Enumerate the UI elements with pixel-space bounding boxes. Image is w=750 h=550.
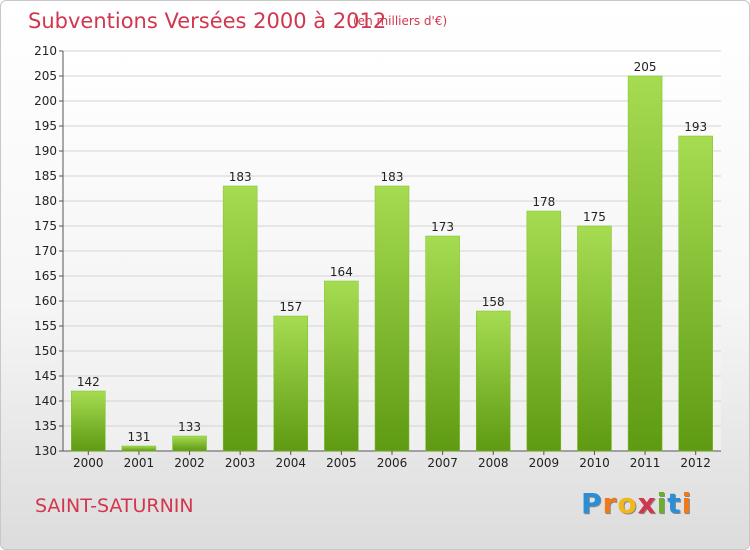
chart-title: Subventions Versées 2000 à 2012	[28, 9, 387, 33]
y-tick-label: 155	[34, 319, 57, 333]
y-tick-label: 150	[34, 344, 57, 358]
bar-value-label: 193	[684, 120, 707, 134]
x-tick-label: 2003	[225, 456, 256, 470]
bar[interactable]	[526, 210, 562, 452]
commune-name: SAINT-SATURNIN	[35, 495, 194, 517]
y-tick-label: 180	[34, 194, 57, 208]
y-tick-label: 175	[34, 219, 57, 233]
x-tick-label: 2009	[529, 456, 560, 470]
bar[interactable]	[475, 310, 511, 452]
y-tick-label: 170	[34, 244, 57, 258]
x-tick-label: 2007	[427, 456, 458, 470]
logo-letter: o	[617, 487, 638, 520]
x-tick-label: 2010	[579, 456, 610, 470]
x-tick-label: 2008	[478, 456, 509, 470]
bar-value-label: 157	[279, 300, 302, 314]
bar-value-label: 178	[532, 195, 555, 209]
bar[interactable]	[172, 435, 207, 452]
bar[interactable]	[324, 280, 359, 452]
bar[interactable]	[425, 235, 460, 452]
bar-value-label: 183	[229, 170, 252, 184]
bar[interactable]	[678, 135, 713, 452]
y-tick-label: 140	[34, 394, 57, 408]
bar[interactable]	[577, 225, 612, 452]
y-tick-label: 190	[34, 144, 57, 158]
x-tick-label: 2012	[680, 456, 711, 470]
bar-value-label: 173	[431, 220, 454, 234]
chart-subtitle: (en milliers d'€)	[353, 14, 448, 28]
logo-letter: x	[637, 487, 657, 520]
logo-letter: r	[602, 487, 618, 520]
x-tick-label: 2005	[326, 456, 357, 470]
x-tick-label: 2006	[377, 456, 408, 470]
bar[interactable]	[374, 185, 410, 452]
bar-value-label: 158	[482, 295, 505, 309]
y-tick-label: 205	[34, 69, 57, 83]
y-tick-label: 195	[34, 119, 57, 133]
x-tick-label: 2000	[73, 456, 104, 470]
bar-value-label: 131	[127, 430, 150, 444]
bar[interactable]	[627, 75, 663, 452]
bar[interactable]	[273, 315, 309, 452]
bar-value-label: 164	[330, 265, 353, 279]
logo-letter: i	[681, 487, 693, 520]
x-tick-label: 2011	[630, 456, 661, 470]
y-tick-label: 210	[34, 44, 57, 58]
y-tick-label: 135	[34, 419, 57, 433]
logo-letter: i	[656, 487, 668, 520]
bar-value-label: 142	[77, 375, 100, 389]
y-tick-label: 130	[34, 444, 57, 458]
y-tick-label: 160	[34, 294, 57, 308]
bar-value-label: 183	[381, 170, 404, 184]
bar-value-label: 205	[634, 60, 657, 74]
x-tick-label: 2002	[174, 456, 205, 470]
y-tick-label: 185	[34, 169, 57, 183]
bar[interactable]	[71, 390, 106, 452]
y-tick-label: 165	[34, 269, 57, 283]
logo-letter: P	[581, 487, 603, 520]
bar-value-label: 175	[583, 210, 606, 224]
bar[interactable]	[222, 185, 258, 452]
proxiti-logo[interactable]: Proxiti	[581, 487, 692, 520]
x-tick-label: 2001	[124, 456, 155, 470]
x-tick-label: 2004	[275, 456, 306, 470]
bar-value-label: 133	[178, 420, 201, 434]
logo-letter: t	[667, 487, 682, 520]
y-tick-label: 200	[34, 94, 57, 108]
bar[interactable]	[121, 445, 157, 452]
y-tick-label: 145	[34, 369, 57, 383]
